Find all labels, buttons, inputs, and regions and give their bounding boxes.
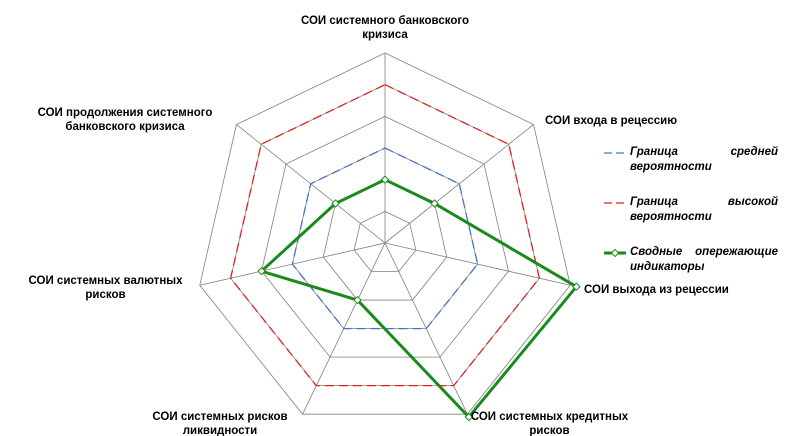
data-point	[464, 412, 474, 422]
data-point	[430, 199, 439, 208]
legend-label: Сводные опережающие индикаторы	[630, 246, 778, 273]
data-point	[331, 199, 340, 208]
grid-ring	[261, 115, 509, 358]
legend-label: Граница средней вероятности	[630, 146, 778, 173]
axis-label: СОИ выхода из рецессии	[584, 284, 729, 296]
axis-label: СОИ системного банковского кризиса	[300, 15, 470, 41]
axis-spoke	[384, 124, 534, 244]
series-line	[258, 178, 579, 420]
axis-label: СОИ системных кредитных рисков	[470, 411, 629, 436]
grid-ring	[322, 179, 448, 301]
grid-ring	[353, 210, 417, 272]
axis-label: СОИ системных валютных рисков	[28, 275, 183, 301]
data-point	[380, 175, 390, 184]
legend-marker	[610, 248, 620, 258]
axis-label: СОИ системных рисков ликвидности	[152, 411, 288, 436]
axis-label: СОИ продолжения системного банковского к…	[37, 107, 213, 133]
data-point	[257, 266, 266, 276]
data-point	[353, 295, 362, 305]
legend-label: Граница высокой вероятности	[630, 196, 778, 223]
axis-label: СОИ входа в рецессию	[545, 115, 678, 127]
grid-ring	[199, 52, 571, 415]
axis-spoke	[384, 242, 571, 286]
series-line	[229, 83, 541, 387]
data-point	[572, 282, 581, 291]
